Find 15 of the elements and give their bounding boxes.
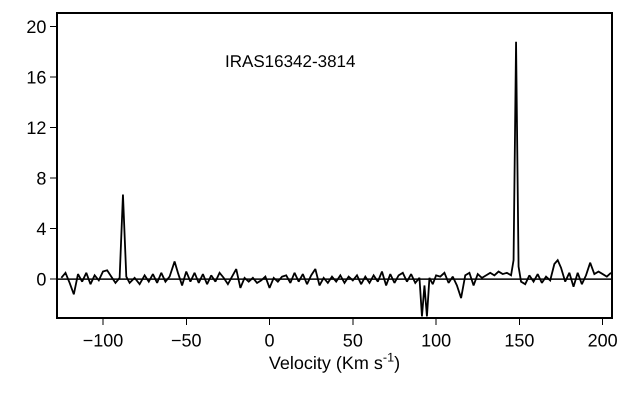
x-tick-label: −50: [170, 330, 202, 351]
y-tick-label: 0: [36, 269, 46, 290]
y-tick-label: 8: [36, 168, 46, 188]
x-tick-label: 150: [504, 330, 534, 351]
x-tick-label: 50: [342, 330, 363, 351]
x-tick-label: 200: [588, 330, 618, 351]
x-tick-label: 100: [421, 330, 452, 351]
annotation: IRAS16342-3814: [225, 52, 356, 71]
y-tick-label: 16: [26, 67, 46, 88]
x-tick-label: 0: [264, 330, 275, 351]
x-axis-title: Velocity (Km s$^{-1}$): [268, 350, 400, 374]
y-tick-label: 12: [26, 118, 46, 138]
y-tick-label: 20: [26, 16, 46, 37]
x-tick-label: −100: [82, 330, 124, 351]
y-tick-label: 4: [36, 218, 46, 239]
